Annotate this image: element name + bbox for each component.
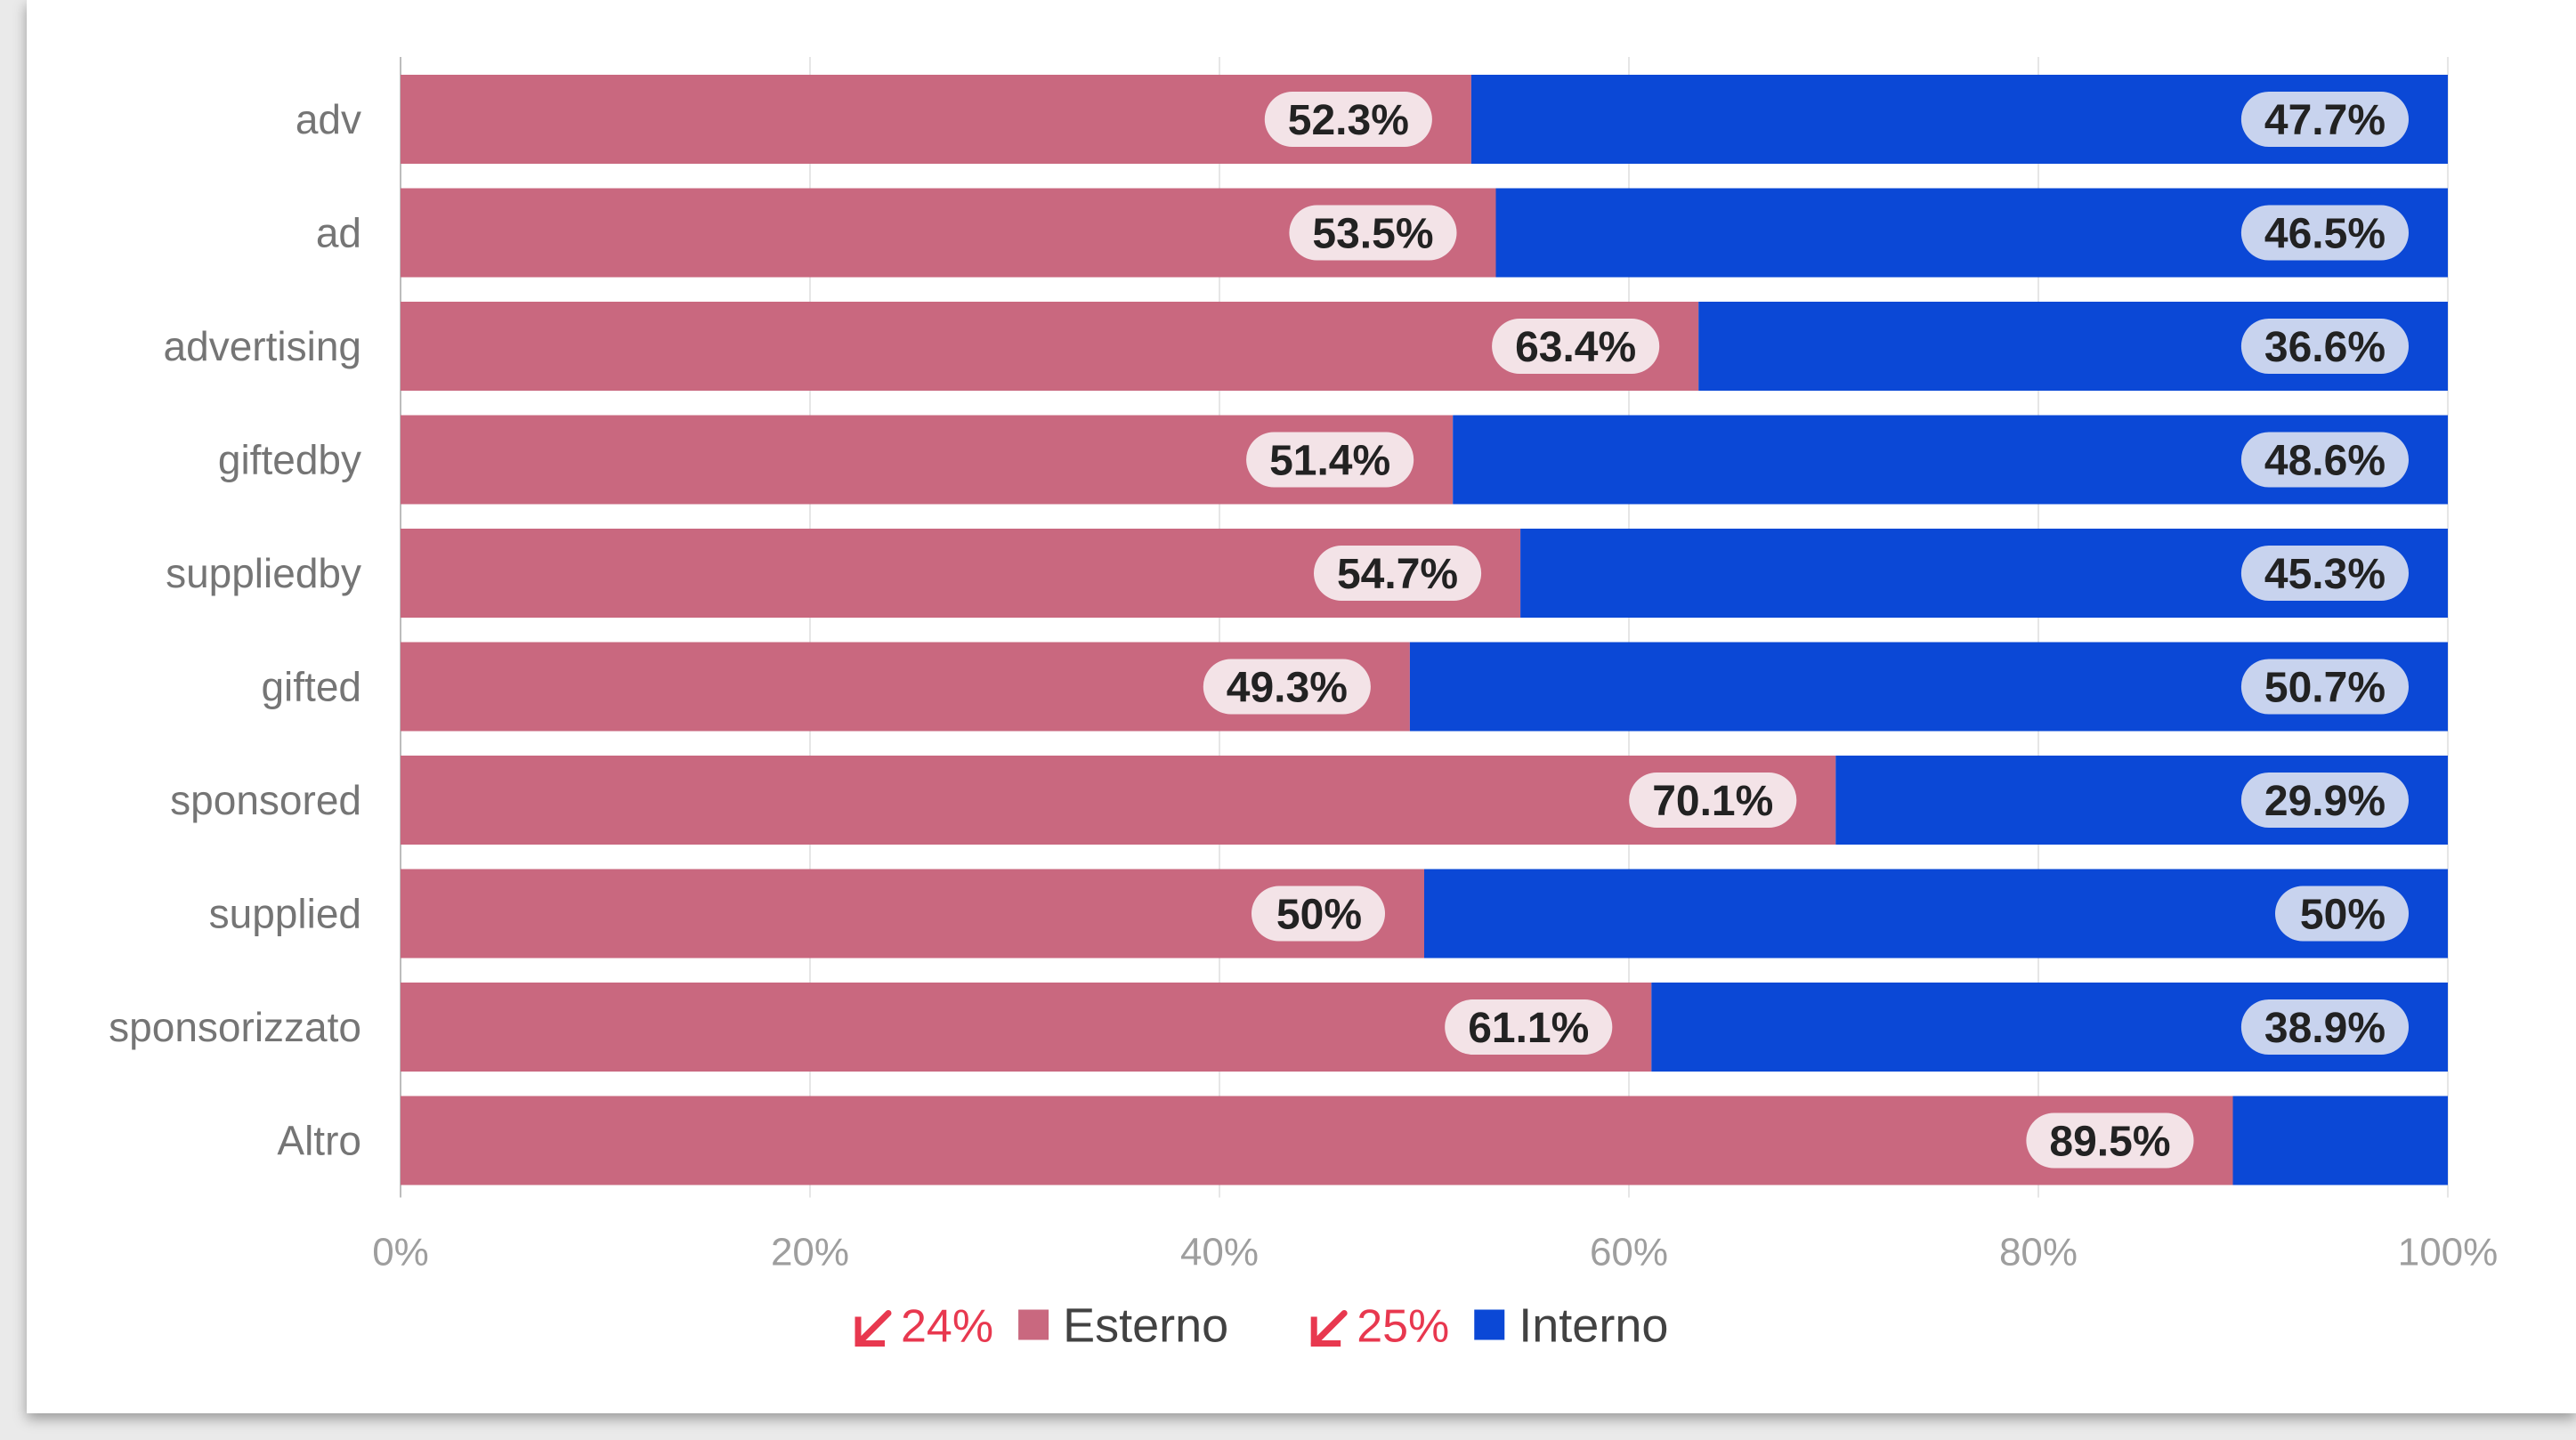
bar-esterno	[401, 1096, 2233, 1185]
data-label: 52.3%	[1288, 97, 1409, 144]
legend-change-value: 24%	[901, 1301, 993, 1353]
data-label: 38.9%	[2264, 1005, 2386, 1052]
data-label: 53.5%	[1312, 211, 1433, 258]
legend-label: Interno	[1519, 1299, 1668, 1353]
data-label: 50%	[1276, 892, 1362, 939]
category-label: supplied	[209, 891, 361, 937]
data-label: 61.1%	[1468, 1005, 1589, 1052]
category-label: Altro	[277, 1118, 361, 1164]
data-label-pill	[2240, 773, 2409, 828]
stacked-bar-chart: adv ad advertising giftedby suppliedby gifted…	[109, 57, 2498, 1353]
legend-swatch	[1474, 1309, 1505, 1340]
data-label-pill	[2240, 92, 2409, 147]
category-label: suppliedby	[166, 550, 361, 596]
x-tick-label: 80%	[1999, 1231, 2078, 1274]
data-label-pill	[1445, 999, 1613, 1055]
data-label: 50%	[2300, 892, 2386, 939]
category-label: giftedby	[218, 437, 361, 483]
data-label-pill	[1264, 92, 1432, 147]
data-label: 36.6%	[2264, 324, 2386, 371]
data-label: 70.1%	[1652, 778, 1773, 825]
legend-change-value: 25%	[1357, 1301, 1449, 1353]
data-label-pill	[1289, 205, 1457, 261]
data-label-pill	[1246, 432, 1414, 488]
data-label-pill	[1492, 319, 1660, 374]
value-axis: 0% 20% 40% 60% 80% 100%	[372, 1231, 2498, 1274]
arrow-down-left-icon	[855, 1310, 892, 1347]
data-label-pill	[2240, 319, 2409, 374]
data-label-pill	[1252, 886, 1385, 942]
legend-item-esterno: 24% Esterno	[855, 1299, 1228, 1353]
category-label: sponsorizzato	[109, 1004, 361, 1050]
legend-label: Esterno	[1063, 1299, 1228, 1353]
bar-interno	[2232, 1096, 2448, 1185]
data-label-pill	[2240, 999, 2409, 1055]
data-label: 50.7%	[2264, 665, 2386, 712]
data-label-pill	[2240, 659, 2409, 715]
data-label: 48.6%	[2264, 438, 2386, 485]
x-tick-label: 20%	[771, 1231, 849, 1274]
category-axis: adv ad advertising giftedby suppliedby gifted…	[109, 96, 361, 1164]
data-label: 63.4%	[1515, 324, 1636, 371]
data-label: 29.9%	[2264, 778, 2386, 825]
data-label-pill	[2240, 432, 2409, 488]
data-label-pill	[1313, 546, 1482, 601]
category-label: gifted	[261, 664, 361, 710]
data-label-pill	[2026, 1112, 2194, 1169]
data-label: 49.3%	[1227, 665, 1348, 712]
data-label: 51.4%	[1269, 438, 1390, 485]
data-label: 47.7%	[2264, 97, 2386, 144]
data-labels: 52.3% 47.7% 53.5% 46.5% 63.4% 36.6% 51.4% 48.6%…	[1203, 92, 2409, 1169]
data-label: 46.5%	[2264, 211, 2386, 258]
bar-esterno	[401, 983, 1652, 1072]
data-label-pill	[1629, 773, 1797, 828]
data-label-pill	[2240, 546, 2409, 601]
legend: 24% Esterno 25% Interno	[855, 1299, 1668, 1353]
x-tick-label: 60%	[1590, 1231, 1668, 1274]
legend-swatch	[1018, 1309, 1049, 1340]
chart-card: adv ad advertising giftedby suppliedby gifted…	[27, 0, 2576, 1413]
data-label: 54.7%	[1337, 551, 1458, 598]
arrow-down-left-icon	[1310, 1310, 1348, 1347]
x-tick-label: 100%	[2398, 1231, 2499, 1274]
category-label: sponsored	[170, 777, 361, 823]
bar-esterno	[401, 302, 1699, 391]
data-label-pill	[1203, 659, 1371, 715]
bar-esterno	[401, 756, 1836, 845]
category-label: adv	[296, 96, 361, 142]
legend-item-interno: 25% Interno	[1310, 1299, 1668, 1353]
data-label-pill	[2240, 205, 2409, 261]
x-tick-label: 40%	[1180, 1231, 1259, 1274]
data-label-pill	[2275, 886, 2409, 942]
category-label: advertising	[164, 323, 361, 369]
data-label: 89.5%	[2049, 1119, 2170, 1166]
x-tick-label: 0%	[372, 1231, 429, 1274]
data-label: 45.3%	[2264, 551, 2386, 598]
category-label: ad	[316, 210, 361, 256]
